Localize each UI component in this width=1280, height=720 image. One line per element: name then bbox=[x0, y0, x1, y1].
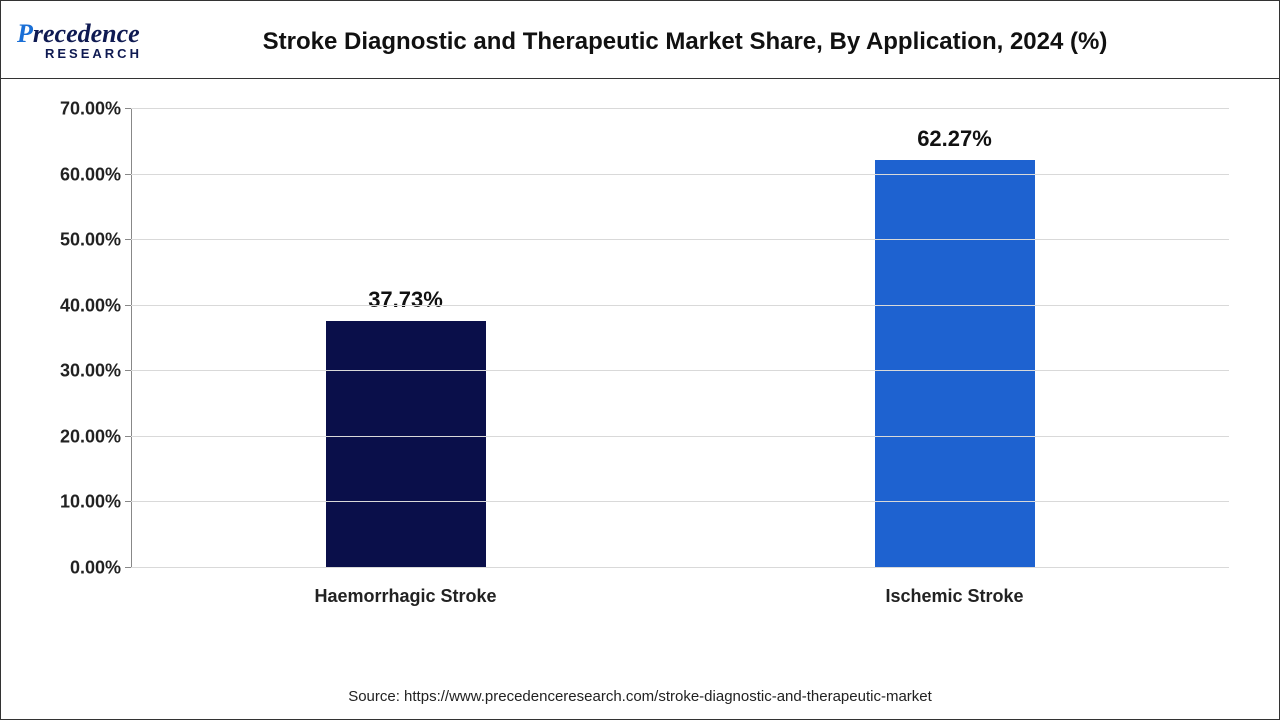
y-tick-label: 40.00% bbox=[60, 295, 131, 316]
header-row: Precedence RESEARCH Stroke Diagnostic an… bbox=[1, 1, 1279, 79]
grid-line bbox=[131, 501, 1229, 502]
bar-value-label: 62.27% bbox=[917, 126, 992, 160]
y-tick-label: 60.00% bbox=[60, 164, 131, 185]
grid-line bbox=[131, 370, 1229, 371]
bars-layer: 37.73%Haemorrhagic Stroke62.27%Ischemic … bbox=[131, 109, 1229, 568]
x-category-label: Haemorrhagic Stroke bbox=[314, 568, 496, 607]
chart-container: Precedence RESEARCH Stroke Diagnostic an… bbox=[0, 0, 1280, 720]
chart-area: 37.73%Haemorrhagic Stroke62.27%Ischemic … bbox=[1, 79, 1279, 688]
x-category-label: Ischemic Stroke bbox=[885, 568, 1023, 607]
bar: 37.73% bbox=[326, 321, 486, 568]
brand-accent-letter: P bbox=[17, 19, 33, 48]
grid-line bbox=[131, 239, 1229, 240]
bar-slot: 37.73%Haemorrhagic Stroke bbox=[131, 109, 680, 568]
y-tick-label: 30.00% bbox=[60, 361, 131, 382]
grid-line bbox=[131, 174, 1229, 175]
chart-title: Stroke Diagnostic and Therapeutic Market… bbox=[223, 27, 1147, 57]
plot-region: 37.73%Haemorrhagic Stroke62.27%Ischemic … bbox=[131, 109, 1229, 568]
brand-rest: recedence bbox=[33, 19, 140, 48]
brand-wordmark: Precedence bbox=[17, 22, 223, 45]
bar-value-label: 37.73% bbox=[368, 287, 443, 321]
bar-slot: 62.27%Ischemic Stroke bbox=[680, 109, 1229, 568]
y-tick-label: 70.00% bbox=[60, 99, 131, 120]
title-wrap: Stroke Diagnostic and Therapeutic Market… bbox=[223, 27, 1267, 57]
brand-subtext: RESEARCH bbox=[17, 46, 223, 61]
grid-line bbox=[131, 108, 1229, 109]
y-tick-label: 0.00% bbox=[70, 558, 131, 579]
grid-line bbox=[131, 436, 1229, 437]
y-tick-label: 50.00% bbox=[60, 230, 131, 251]
brand-logo: Precedence RESEARCH bbox=[13, 22, 223, 60]
grid-line bbox=[131, 305, 1229, 306]
y-tick-label: 20.00% bbox=[60, 426, 131, 447]
y-tick-label: 10.00% bbox=[60, 492, 131, 513]
grid-line bbox=[131, 567, 1229, 568]
bar: 62.27% bbox=[875, 160, 1035, 568]
source-text: Source: https://www.precedenceresearch.c… bbox=[1, 688, 1279, 719]
